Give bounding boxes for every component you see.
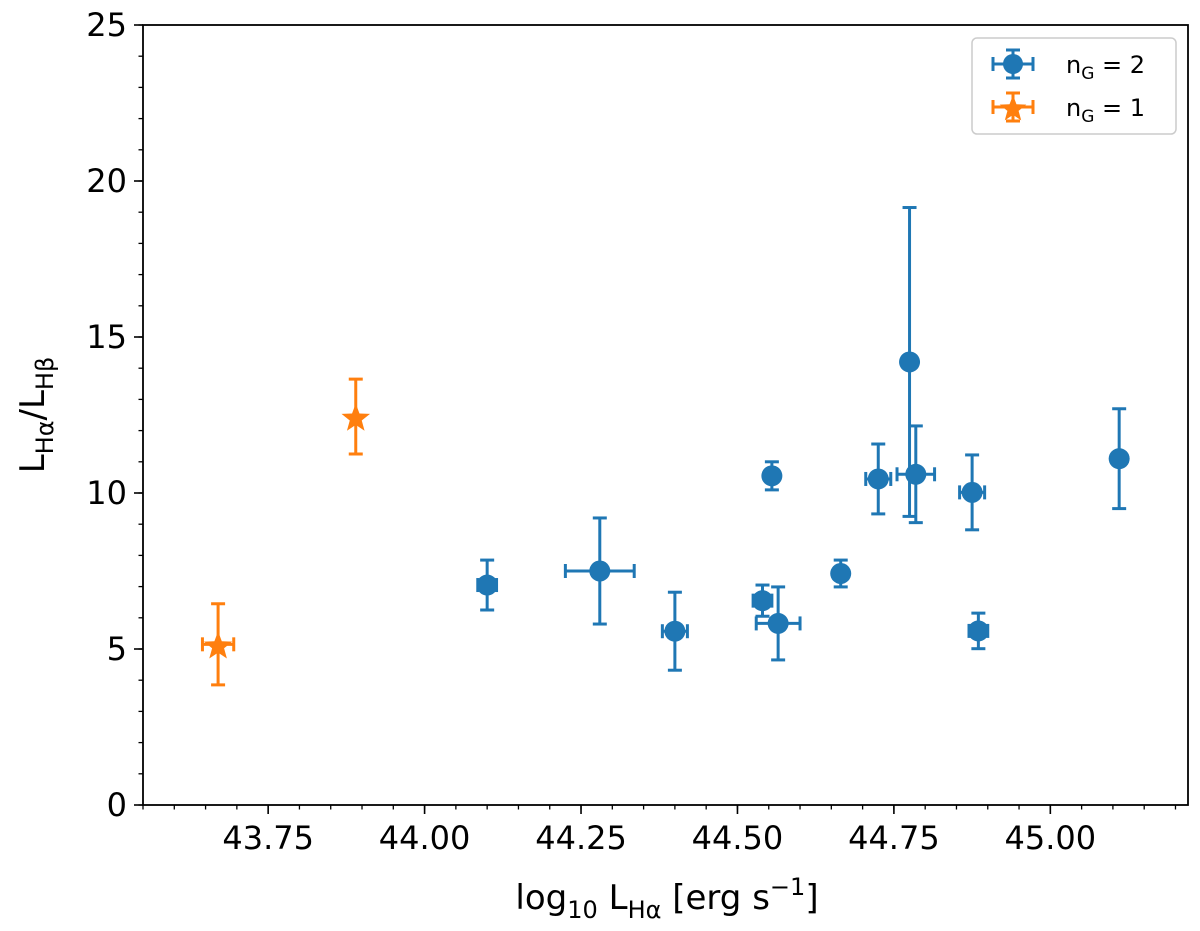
marker-star: [341, 403, 371, 431]
x-tick-label: 45.00: [1005, 819, 1097, 857]
legend-marker-star: [999, 95, 1027, 121]
data-point: [200, 602, 236, 687]
data-point: [899, 206, 921, 518]
marker-circle: [905, 463, 927, 485]
data-point: [967, 611, 990, 651]
y-tick-label: 5: [107, 630, 127, 668]
marker-circle: [589, 560, 611, 582]
marker-circle: [967, 620, 989, 642]
marker-circle: [476, 574, 498, 596]
marker-circle: [664, 620, 686, 642]
x-tick-label: 44.25: [535, 819, 627, 857]
marker-circle: [830, 562, 852, 584]
data-point: [660, 590, 689, 672]
legend-box: [971, 37, 1177, 135]
data-point: [895, 424, 937, 525]
legend-marker-circle: [1003, 54, 1023, 74]
x-tick-label: 44.00: [379, 819, 471, 857]
x-tick-label: 44.50: [692, 819, 784, 857]
legend: nG = 2 nG = 1: [971, 37, 1177, 135]
marker-circle: [751, 590, 773, 612]
data-point: [751, 583, 774, 618]
marker-circle: [867, 468, 889, 490]
marker-circle: [1108, 448, 1130, 470]
x-tick-label: 43.75: [222, 819, 314, 857]
legend-entry: nG = 1: [991, 91, 1145, 127]
marker-star: [203, 631, 233, 659]
plot-frame: [142, 24, 1189, 806]
series-star: [200, 377, 371, 687]
plot-area: [200, 206, 1130, 687]
legend-label: nG = 1: [1066, 94, 1145, 127]
legend-label: nG = 2: [1066, 51, 1145, 84]
marker-circle: [961, 481, 983, 503]
y-axis-label: LHα/LHβ: [13, 357, 59, 474]
x-tick-label: 44.75: [848, 819, 940, 857]
y-tick-label: 10: [86, 474, 127, 512]
data-point: [754, 585, 802, 662]
marker-circle: [899, 351, 921, 373]
data-point: [1108, 407, 1130, 511]
y-tick-label: 0: [107, 786, 127, 824]
data-point: [958, 453, 987, 532]
data-point: [830, 558, 852, 589]
marker-circle: [767, 612, 789, 634]
data-point: [761, 460, 783, 492]
y-tick-label: 20: [86, 162, 127, 200]
data-point: [864, 442, 893, 516]
marker-circle: [761, 465, 783, 487]
axes: 43.75 44.00 44.25 44.50 44.75 45.00 0 5 10 15 20 25: [86, 6, 1189, 857]
data-point: [476, 558, 499, 612]
y-tick-label: 25: [86, 6, 127, 44]
x-axis-label: log10 LHα [erg s−1]: [515, 873, 818, 924]
data-point: [341, 377, 371, 456]
series-circle: [476, 206, 1130, 672]
y-tick-label: 15: [86, 318, 127, 356]
data-point: [563, 516, 636, 626]
legend-entry: nG = 2: [991, 48, 1145, 84]
